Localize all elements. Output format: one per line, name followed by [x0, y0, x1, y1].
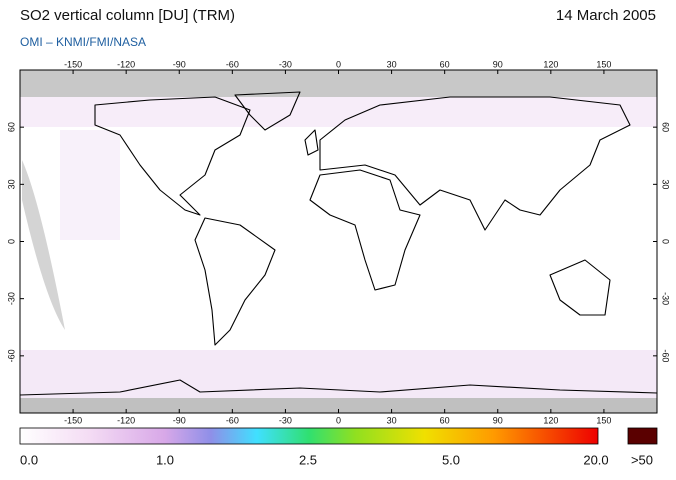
colorbar-overflow [627, 427, 658, 445]
lon-tick-label: -120 [117, 415, 135, 425]
so2-field [60, 130, 120, 240]
lon-tick-label: -30 [279, 415, 292, 425]
lon-tick-label: 120 [543, 59, 558, 69]
lon-tick-label: -150 [64, 415, 82, 425]
colorbar-gradient [19, 427, 599, 445]
so2-field [20, 97, 657, 127]
lat-tick-label: -60 [6, 349, 16, 362]
lon-tick-label: 150 [596, 59, 611, 69]
lon-tick-label: -60 [226, 415, 239, 425]
lat-tick-label: 0 [6, 239, 16, 244]
overflow-label: >50 [631, 452, 653, 467]
map-area [19, 69, 658, 414]
lon-tick-label: -90 [173, 415, 186, 425]
colorbar-label: 20.0 [583, 452, 608, 467]
colorbar: >50 [19, 427, 658, 467]
date: 14 March 2005 [556, 7, 656, 24]
lat-tick-label: 30 [6, 179, 16, 189]
source: OMI – KNMI/FMI/NASA [20, 35, 146, 49]
lon-tick-label: 60 [440, 415, 450, 425]
lon-tick-label: 30 [387, 415, 397, 425]
title: SO2 vertical column [DU] (TRM) [20, 7, 235, 24]
coastlines [19, 91, 658, 396]
lat-tick-label: 0 [661, 239, 671, 244]
lon-tick-label: 0 [336, 415, 341, 425]
lon-tick-label: -90 [173, 59, 186, 69]
lat-tick-label: -60 [661, 349, 671, 362]
so2-field [20, 350, 657, 398]
lon-tick-label: 60 [440, 59, 450, 69]
lon-tick-label: -30 [279, 59, 292, 69]
lat-tick-label: -30 [6, 292, 16, 305]
lon-tick-label: 120 [543, 415, 558, 425]
lon-tick-label: -150 [64, 59, 82, 69]
lon-tick-label: 0 [336, 59, 341, 69]
colorbar-label: 1.0 [156, 452, 174, 467]
colorbar-label: 5.0 [442, 452, 460, 467]
no-data-north [20, 70, 657, 97]
colorbar-label: 2.5 [299, 452, 317, 467]
lat-tick-label: 60 [661, 122, 671, 132]
lon-tick-label: 90 [493, 59, 503, 69]
lat-tick-label: 30 [661, 179, 671, 189]
colorbar-label: 0.0 [20, 452, 38, 467]
lon-tick-label: -120 [117, 59, 135, 69]
no-data-swath [22, 160, 65, 330]
lon-tick-label: 90 [493, 415, 503, 425]
lat-tick-label: -30 [661, 292, 671, 305]
lon-tick-label: -60 [226, 59, 239, 69]
lon-tick-label: 30 [387, 59, 397, 69]
lat-tick-label: 60 [6, 122, 16, 132]
lon-tick-label: 150 [596, 415, 611, 425]
